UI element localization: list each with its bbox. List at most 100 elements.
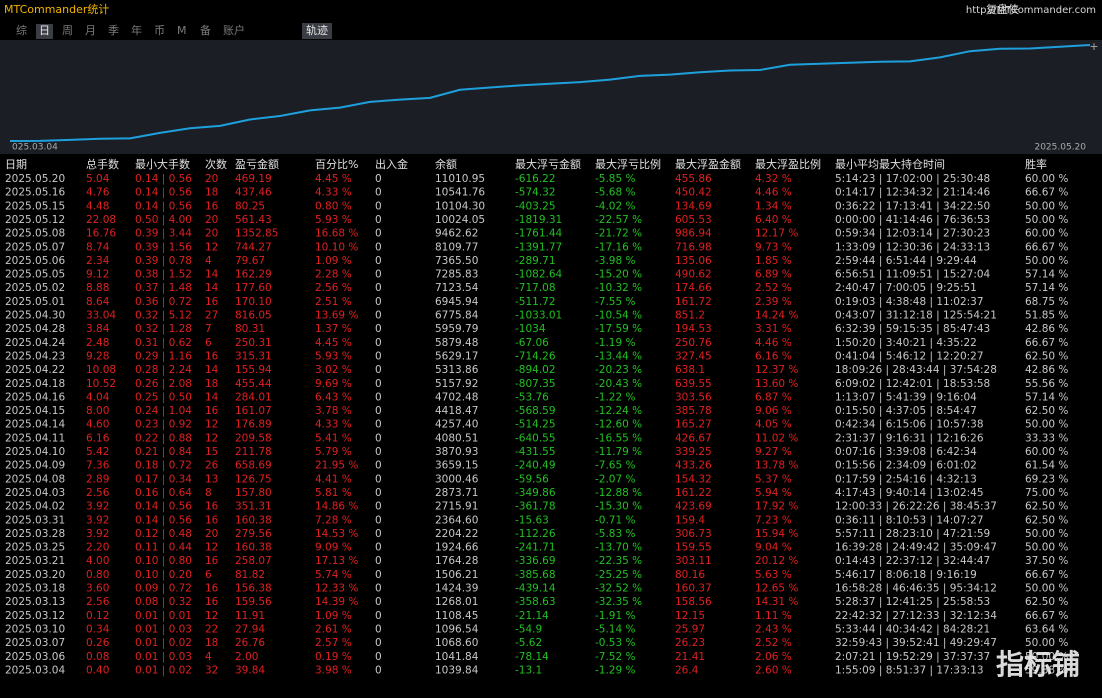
cell: 8109.77 <box>435 241 478 253</box>
tab[interactable]: 综 <box>16 23 27 37</box>
cell: 18 <box>205 378 218 390</box>
cell: 50.00 % <box>1025 637 1068 649</box>
cell: -1819.31 <box>515 214 562 226</box>
cell: 2025.05.05 <box>5 269 65 281</box>
cell: 0 <box>375 460 382 472</box>
cell: 11.91 <box>235 610 265 622</box>
cell: 160.37 <box>675 583 712 595</box>
cell: 0 <box>375 419 382 431</box>
cell: 10541.76 <box>435 187 485 199</box>
cell: -568.59 <box>515 405 556 417</box>
start-date: 025.03.04 <box>12 143 58 153</box>
cell: 161.07 <box>235 405 272 417</box>
cell: 0:36:11 | 8:10:53 | 14:07:27 <box>835 514 984 526</box>
cell: -12.24 % <box>595 405 642 417</box>
cell: 79.67 <box>235 255 265 267</box>
cell: 60.00 % <box>1025 173 1068 185</box>
brand[interactable]: 复盘侠 <box>986 2 1019 16</box>
cell: 3.92 <box>86 514 109 526</box>
cell: 0.14 | 0.56 <box>135 200 192 212</box>
tab[interactable]: 年 <box>131 23 142 37</box>
cell: 4.76 <box>86 187 110 199</box>
cell: 161.22 <box>675 487 712 499</box>
cell: 8.00 <box>86 405 109 417</box>
cell: 303.56 <box>675 391 712 403</box>
cell: 2.52 % <box>755 282 792 294</box>
tab[interactable]: M <box>177 24 187 37</box>
trajectory-bg[interactable] <box>302 23 332 39</box>
cell: 0.11 | 0.44 <box>135 542 192 554</box>
cell: 6.16 <box>86 432 110 444</box>
cell: 0.01 | 0.03 <box>135 623 192 635</box>
cell: -1034 <box>515 323 546 335</box>
cell: 2.56 % <box>315 282 352 294</box>
cell: 351.31 <box>235 501 272 513</box>
cell: 61.54 % <box>1025 460 1068 472</box>
tab[interactable]: 账户 <box>223 23 245 37</box>
cell: 1:33:09 | 12:30:36 | 24:33:13 <box>835 241 990 253</box>
cell: 18 <box>205 187 218 199</box>
trajectory-tab[interactable]: 轨迹 <box>306 23 328 37</box>
cell: -894.02 <box>515 364 556 376</box>
column-header: 最大浮亏金额 <box>515 157 581 171</box>
cell: 0 <box>375 405 382 417</box>
cell: 16 <box>205 583 219 595</box>
cell: 7.28 % <box>315 514 352 526</box>
cell: 0 <box>375 187 382 199</box>
cell: 303.11 <box>675 555 712 567</box>
cell: 4:17:43 | 9:40:14 | 13:02:45 <box>835 487 984 499</box>
cell: 455.44 <box>235 378 272 390</box>
cell: -15.30 % <box>595 501 642 513</box>
cell: -361.78 <box>515 501 556 513</box>
cell: 4.33 % <box>315 419 352 431</box>
cell: -0.71 % <box>595 514 636 526</box>
tab[interactable]: 币 <box>154 24 165 37</box>
tab[interactable]: 日 <box>39 24 50 37</box>
cell: 42.86 % <box>1025 364 1068 376</box>
cell: 5:14:23 | 17:02:00 | 25:30:48 <box>835 173 990 185</box>
cell: -807.35 <box>515 378 556 390</box>
cell: 0 <box>375 569 382 581</box>
cell: 62.50 % <box>1025 514 1068 526</box>
cell: -1391.77 <box>515 241 562 253</box>
cell: 4.46 % <box>755 187 792 199</box>
cell: 0 <box>375 583 382 595</box>
cell: 165.27 <box>675 419 712 431</box>
cell: 0.01 | 0.02 <box>135 637 192 649</box>
tab[interactable]: 周 <box>62 24 73 37</box>
cell: 3659.15 <box>435 460 478 472</box>
end-date: 2025.05.20 <box>1034 143 1086 153</box>
cell: 8 <box>205 487 212 499</box>
cell: 2.52 % <box>755 637 792 649</box>
cell: 0 <box>375 487 382 499</box>
cell: 4.33 % <box>315 187 352 199</box>
cell: 469.19 <box>235 173 272 185</box>
cell: -21.72 % <box>595 228 642 240</box>
cell: 426.67 <box>675 432 712 444</box>
tab[interactable]: 备 <box>200 23 211 37</box>
cell: 5:28:37 | 12:41:25 | 25:58:53 <box>835 596 990 608</box>
cell: 816.05 <box>235 310 272 322</box>
cell: 4418.47 <box>435 405 478 417</box>
cell: 10104.30 <box>435 200 485 212</box>
cell: 2:40:47 | 7:00:05 | 9:25:51 <box>835 282 977 294</box>
cell: 6775.84 <box>435 310 479 322</box>
cell: 1352.85 <box>235 228 278 240</box>
cell: 15.94 % <box>755 528 798 540</box>
cell: 4 <box>205 651 212 663</box>
cell: 0.17 | 0.34 <box>135 473 192 485</box>
cell: 5.04 <box>86 173 110 185</box>
tab[interactable]: 月 <box>85 24 96 37</box>
tab[interactable]: 季 <box>108 24 119 37</box>
plus-icon[interactable]: + <box>1089 40 1098 53</box>
cell: 16 <box>205 596 219 608</box>
cell: 16 <box>205 514 219 526</box>
cell: 0:14:43 | 22:37:12 | 32:44:47 <box>835 555 990 567</box>
url[interactable]: http://MTCommander.com <box>966 5 1096 16</box>
cell: -32.52 % <box>595 583 642 595</box>
cell: 14.53 % <box>315 528 358 540</box>
cell: 0.14 | 0.56 <box>135 501 192 513</box>
cell: 0.01 | 0.03 <box>135 651 192 663</box>
cell: 0 <box>375 637 382 649</box>
cell: -78.14 <box>515 651 549 663</box>
